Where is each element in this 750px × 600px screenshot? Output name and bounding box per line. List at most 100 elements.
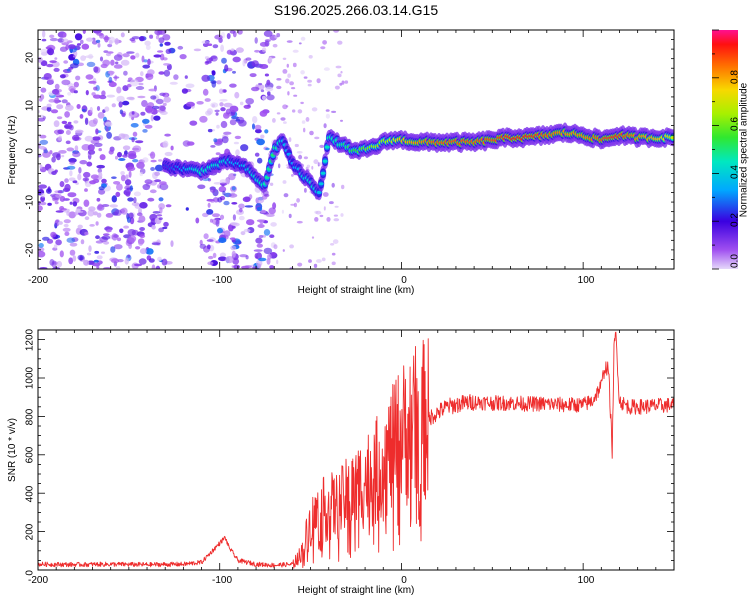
noise-speckle — [219, 214, 225, 220]
noise-speckle — [154, 179, 162, 183]
noise-speckle — [138, 258, 147, 265]
noise-speckle — [161, 258, 168, 266]
snr-tick-x-3: 100 — [578, 575, 595, 586]
noise-speckle — [304, 188, 307, 193]
colorbar-tick-3: 0.6 — [730, 117, 741, 131]
noise-speckle — [116, 183, 123, 191]
noise-speckle — [38, 247, 45, 252]
noise-speckle — [233, 264, 240, 269]
ridge-core — [320, 171, 326, 175]
noise-speckle — [64, 123, 73, 130]
noise-speckle — [54, 83, 60, 90]
noise-speckle — [216, 80, 222, 85]
noise-speckle — [184, 75, 188, 79]
noise-speckle — [92, 30, 102, 34]
snr-tick-x-2: 0 — [401, 575, 407, 586]
noise-speckle — [232, 56, 241, 63]
ridge-core — [318, 182, 324, 186]
noise-speckle — [186, 101, 195, 107]
noise-speckle — [155, 35, 160, 40]
noise-speckle — [331, 261, 336, 266]
noise-speckle — [124, 257, 129, 265]
noise-speckle — [118, 158, 126, 161]
noise-speckle — [64, 111, 70, 118]
noise-speckle — [116, 95, 125, 103]
noise-speckle — [232, 70, 236, 74]
noise-speckle — [76, 104, 81, 109]
noise-speckle — [140, 71, 144, 77]
noise-speckle — [315, 210, 322, 215]
noise-speckle — [213, 138, 218, 143]
ridge-core — [316, 190, 322, 195]
noise-speckle — [231, 202, 238, 205]
spectrogram-tick-y-m20: -20 — [25, 243, 36, 258]
noise-speckle — [235, 47, 244, 53]
noise-speckle — [210, 145, 216, 148]
noise-speckle — [51, 156, 56, 163]
noise-speckle — [69, 63, 79, 69]
noise-speckle — [38, 97, 43, 102]
noise-speckle — [129, 217, 135, 225]
noise-speckle — [256, 138, 265, 146]
noise-speckle — [101, 251, 105, 254]
noise-speckle — [68, 257, 74, 265]
noise-speckle — [245, 98, 254, 105]
noise-speckle — [290, 203, 296, 206]
noise-speckle — [98, 148, 102, 152]
noise-speckle — [282, 57, 287, 60]
noise-speckle — [226, 33, 231, 40]
noise-speckle — [225, 177, 231, 185]
noise-speckle — [323, 123, 327, 129]
noise-speckle — [185, 83, 195, 89]
noise-speckle — [113, 76, 120, 79]
noise-speckle — [142, 157, 149, 163]
noise-speckle — [217, 197, 223, 203]
noise-speckle — [76, 43, 82, 46]
noise-speckle — [47, 78, 54, 85]
noise-speckle — [38, 110, 41, 114]
noise-speckle — [68, 44, 76, 50]
snr-tick-y-400: 400 — [25, 485, 36, 502]
noise-speckle — [107, 70, 115, 75]
noise-speckle — [103, 50, 109, 53]
noise-speckle — [330, 243, 335, 246]
noise-speckle — [239, 207, 243, 213]
noise-speckle — [207, 128, 213, 133]
noise-speckle — [111, 103, 117, 108]
colorbar: 0.0 0.2 0.4 0.6 0.8 Normalized spectral … — [712, 29, 750, 270]
noise-speckle — [293, 202, 297, 208]
noise-speckle — [154, 164, 164, 172]
noise-speckle — [150, 167, 156, 171]
noise-speckle — [123, 225, 129, 229]
noise-speckle — [87, 144, 95, 152]
noise-speckle — [313, 159, 319, 165]
noise-speckle — [276, 78, 282, 81]
noise-speckle — [128, 212, 134, 219]
noise-speckle — [88, 245, 92, 253]
noise-speckle — [344, 80, 349, 84]
noise-speckle — [335, 65, 342, 69]
noise-speckle — [309, 130, 314, 136]
spectrogram-tick-x-3: 100 — [578, 275, 595, 286]
noise-speckle — [201, 74, 210, 82]
noise-speckle — [135, 140, 144, 144]
noise-speckle — [155, 265, 161, 269]
noise-speckle — [51, 171, 57, 175]
noise-speckle — [254, 124, 262, 130]
noise-speckle — [114, 38, 119, 45]
noise-speckle — [215, 112, 219, 116]
noise-speckle — [303, 127, 306, 133]
noise-speckle — [211, 104, 215, 108]
noise-speckle — [158, 203, 166, 210]
noise-speckle — [246, 219, 255, 226]
noise-speckle — [74, 145, 79, 152]
noise-speckle — [214, 109, 220, 113]
noise-speckle — [89, 224, 95, 227]
noise-speckle — [286, 63, 289, 68]
noise-speckle — [331, 182, 335, 188]
noise-speckle — [49, 34, 55, 38]
noise-speckle — [139, 248, 147, 255]
snr-frame — [37, 329, 675, 571]
noise-speckle — [235, 118, 241, 122]
noise-speckle — [149, 34, 154, 39]
